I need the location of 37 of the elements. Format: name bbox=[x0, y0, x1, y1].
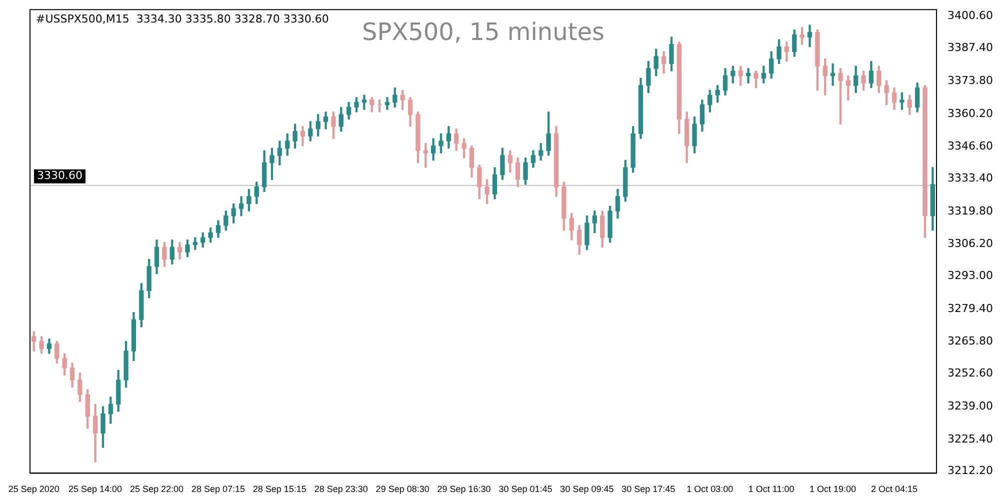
y-tick-label: 3225.40 bbox=[948, 432, 994, 446]
candlestick bbox=[746, 68, 751, 84]
x-tick-label: 28 Sep 07:15 bbox=[191, 484, 245, 494]
y-tick-label: 3360.20 bbox=[948, 106, 994, 120]
y-tick-label: 3293.00 bbox=[948, 269, 994, 282]
x-tick-label: 25 Sep 22:00 bbox=[130, 484, 184, 494]
y-tick-label: 3400.60 bbox=[948, 9, 994, 22]
y-tick-label: 3252.60 bbox=[948, 366, 994, 380]
x-tick-label: 30 Sep 01:45 bbox=[498, 484, 552, 494]
x-tick-label: 25 Sep 2020 bbox=[8, 484, 60, 494]
y-tick-label: 3265.80 bbox=[948, 334, 994, 348]
y-tick-label: 3387.40 bbox=[948, 41, 994, 54]
y-tick-label: 3373.80 bbox=[948, 74, 994, 87]
y-tick-label: 3239.00 bbox=[948, 399, 994, 412]
candlestick bbox=[830, 63, 836, 86]
y-tick-label: 3279.40 bbox=[948, 302, 994, 315]
y-tick-label: 3333.40 bbox=[948, 171, 994, 184]
x-tick-label: 28 Sep 23:30 bbox=[314, 484, 368, 494]
candlestick bbox=[362, 94, 367, 110]
x-tick-label: 30 Sep 17:45 bbox=[622, 484, 676, 494]
y-tick-label: 3346.60 bbox=[948, 140, 994, 153]
x-tick-label: 29 Sep 08:30 bbox=[376, 484, 430, 494]
y-tick-label: 3319.80 bbox=[948, 204, 994, 218]
x-tick-label: 29 Sep 16:30 bbox=[437, 484, 491, 494]
x-tick-label: 1 Oct 11:00 bbox=[748, 484, 794, 494]
x-tick-label: 25 Sep 14:00 bbox=[68, 484, 122, 494]
x-tick-label: 28 Sep 15:15 bbox=[252, 484, 306, 494]
y-tick-label: 3212.20 bbox=[948, 464, 994, 478]
annotation: #USSPX500,M15 3334.30 3335.80 3328.70 3330.60 bbox=[36, 12, 329, 26]
x-tick-label: 30 Sep 09:45 bbox=[560, 484, 614, 494]
x-tick-label: 2 Oct 04:15 bbox=[870, 484, 918, 494]
ref-line-label: 3330.60 bbox=[37, 169, 82, 182]
chart-title: SPX500, 15 minutes bbox=[362, 18, 605, 46]
x-tick-label: 1 Oct 03:00 bbox=[686, 484, 734, 494]
x-tick-label: 1 Oct 19:00 bbox=[810, 484, 856, 494]
candlestick bbox=[384, 97, 390, 110]
y-tick-label: 3306.20 bbox=[948, 237, 994, 250]
